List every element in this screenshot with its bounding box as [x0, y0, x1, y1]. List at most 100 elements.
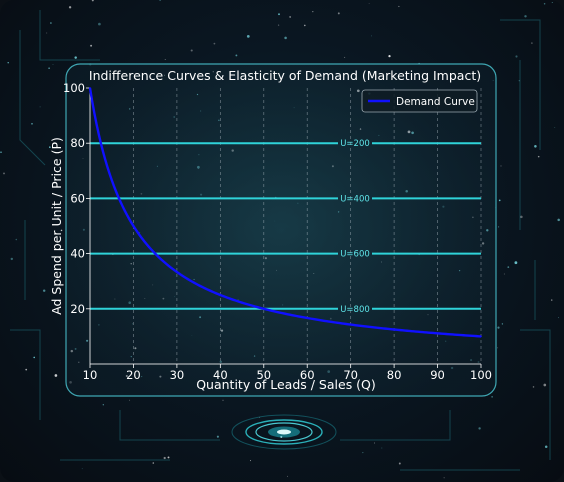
star-dot: [278, 13, 280, 16]
star-dot: [497, 326, 500, 329]
star-dot: [398, 462, 401, 465]
indifference-label: U=200: [340, 139, 370, 149]
circuit-trace: [119, 410, 220, 441]
star-dot: [48, 67, 50, 69]
star-dot: [544, 445, 548, 448]
star-dot: [152, 462, 155, 464]
star-dot: [49, 146, 51, 148]
star-dot: [558, 317, 560, 319]
demand-point: [241, 301, 243, 304]
star-dot: [60, 229, 63, 232]
star-dot: [39, 106, 41, 108]
x-tick-label: 80: [387, 368, 402, 382]
star-dot: [102, 404, 104, 406]
x-tick-label: 30: [170, 368, 185, 382]
legend: Demand Curve: [361, 89, 478, 113]
star-dot: [303, 24, 306, 27]
star-dot: [163, 456, 166, 460]
demand-point: [175, 271, 178, 273]
star-dot: [246, 35, 250, 38]
demand-point: [97, 133, 100, 135]
star-dot: [515, 55, 518, 58]
star-dot: [58, 194, 60, 196]
star-dot: [3, 172, 5, 175]
star-dot: [534, 145, 537, 148]
star-dot: [74, 56, 77, 59]
demand-point: [393, 328, 396, 331]
circuit-trace: [340, 410, 451, 441]
star-dot: [81, 468, 83, 470]
star-dot: [31, 122, 33, 125]
y-tick-label: 80: [70, 136, 85, 150]
y-tick-label: 100: [63, 81, 85, 95]
star-dot: [491, 396, 493, 398]
axis-ticks: 10 20 30 40 50 60 70 80 90 100 20 40 60 80 100: [63, 81, 492, 382]
star-dot: [478, 427, 481, 430]
star-dot: [286, 475, 288, 477]
circuit-trace: [520, 329, 551, 460]
star-dot: [0, 151, 2, 153]
star-dot: [25, 368, 28, 371]
star-dot: [537, 155, 540, 158]
star-dot: [362, 452, 364, 454]
star-dot: [371, 35, 372, 37]
star-dot: [284, 36, 287, 40]
x-grid: [133, 88, 482, 364]
legend-box: [361, 89, 478, 113]
star-dot: [381, 447, 383, 449]
star-dot: [531, 42, 533, 44]
star-dot: [159, 0, 161, 1]
demand-point: [197, 284, 200, 286]
star-dot: [216, 435, 219, 438]
star-dot: [503, 273, 505, 275]
demand-point: [115, 190, 117, 193]
star-dot: [277, 24, 280, 26]
star-dot: [398, 5, 400, 8]
legend-entry-demand: Demand Curve: [396, 96, 475, 108]
star-dot: [551, 2, 553, 3]
star-dot: [15, 238, 18, 241]
indifference-label: U=600: [340, 250, 370, 260]
indifference-lines: U=200 U=400 U=600 U=800: [90, 139, 481, 315]
x-tick-label: 20: [126, 368, 141, 382]
circuit-trace: [10, 329, 41, 420]
demand-point: [123, 209, 126, 212]
demand-point: [349, 323, 352, 326]
star-dot: [235, 54, 238, 57]
demand-point: [219, 294, 222, 296]
demand-curve-points: [89, 87, 482, 338]
star-dot: [337, 12, 340, 15]
indifference-label: U=800: [340, 305, 370, 315]
star-dot: [164, 59, 166, 61]
star-dot: [532, 386, 535, 388]
circuit-trace: [500, 19, 541, 150]
star-dot: [129, 399, 131, 401]
star-dot: [551, 299, 553, 301]
demand-point: [89, 87, 91, 89]
star-dot: [312, 10, 314, 13]
star-dot: [7, 62, 9, 64]
chart-panel: [65, 63, 497, 397]
star-dot: [507, 266, 510, 268]
demand-point: [154, 252, 157, 255]
circuit-trace: [19, 30, 46, 166]
star-dot: [90, 44, 93, 47]
star-dot: [500, 165, 502, 167]
x-tick-label: 100: [470, 368, 492, 382]
star-dot: [497, 347, 499, 349]
x-tick-label: 10: [83, 368, 98, 382]
star-dot: [54, 374, 58, 377]
star-dot: [518, 80, 520, 82]
star-dot: [498, 226, 500, 228]
star-dot: [68, 6, 72, 9]
star-dot: [52, 64, 54, 65]
star-dot: [524, 15, 527, 18]
demand-point: [262, 307, 265, 310]
demand-point: [132, 225, 135, 227]
x-tick-label: 50: [256, 368, 271, 382]
star-dot: [57, 217, 60, 220]
glow-portal-icon: [231, 414, 337, 450]
star-dot: [368, 3, 370, 5]
